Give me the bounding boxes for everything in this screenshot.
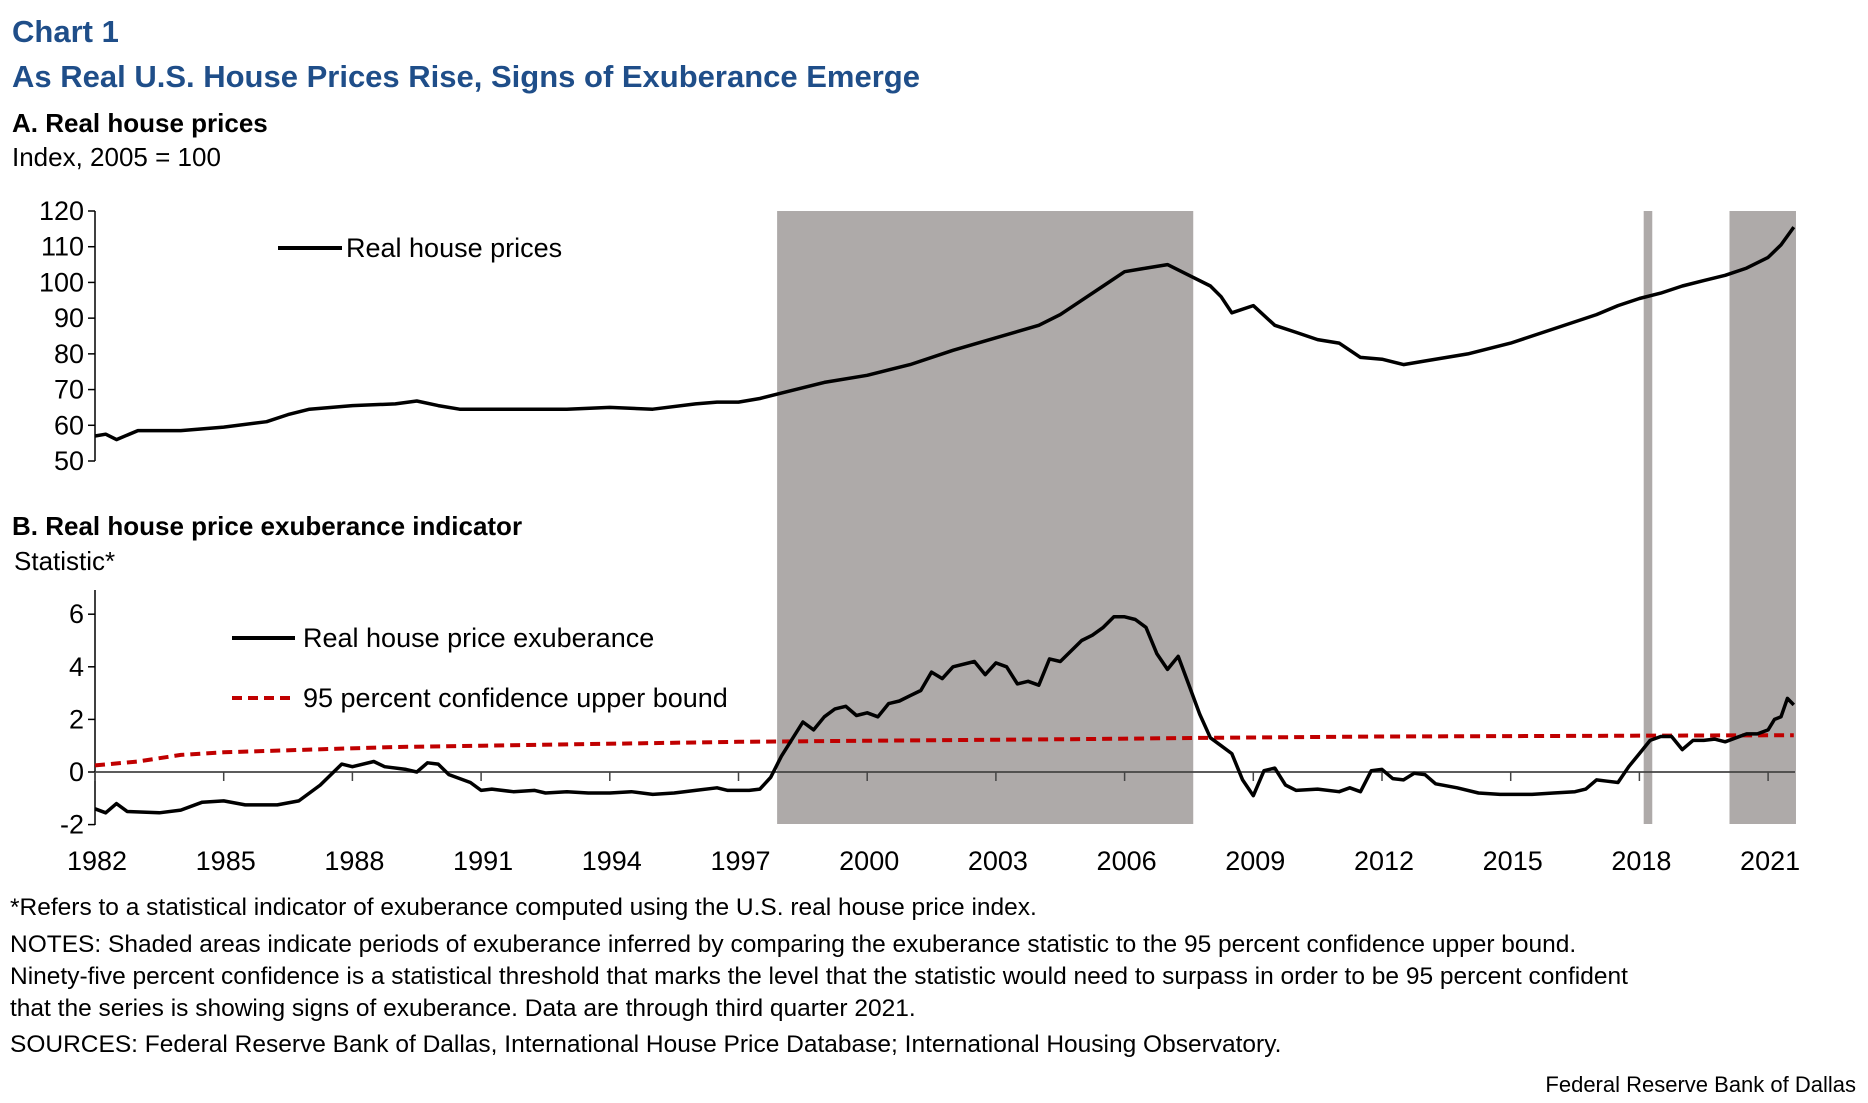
shaded-period [1729, 211, 1796, 824]
y-tick-label: -2 [60, 810, 84, 840]
panel-a-unit: Index, 2005 = 100 [12, 142, 221, 172]
y-tick-label: 2 [69, 704, 84, 734]
y-tick-label: 4 [69, 652, 84, 682]
x-tick-label: 2003 [968, 846, 1028, 876]
x-tick-label: 2009 [1225, 846, 1285, 876]
x-tick-label: 1982 [67, 846, 127, 876]
y-tick-label: 110 [41, 232, 84, 262]
notes-line-3: that the series is showing signs of exub… [10, 995, 916, 1022]
shaded-period [777, 211, 1194, 824]
sources: SOURCES: Federal Reserve Bank of Dallas,… [10, 1031, 1281, 1058]
notes-line-2: Ninety-five percent confidence is a stat… [10, 963, 1628, 990]
x-tick-label: 2021 [1740, 846, 1800, 876]
chart-number: Chart 1 [12, 14, 119, 49]
panel-a-y-axis: 120 110 100 90 80 70 60 50 [39, 196, 96, 476]
series-confidence-bound [94, 733, 1794, 768]
x-tick-label: 1997 [710, 846, 770, 876]
y-tick-label: 100 [39, 267, 84, 297]
x-tick-label: 1985 [196, 846, 256, 876]
series-real-house-prices [94, 226, 1796, 442]
panel-b-unit: Statistic* [14, 546, 115, 576]
legend-label-confidence-bound: 95 percent confidence upper bound [303, 683, 728, 713]
x-tick-label: 2000 [839, 846, 899, 876]
x-tick-label: 2018 [1611, 846, 1671, 876]
series-exuberance [94, 615, 1796, 815]
legend-label-real-house-prices: Real house prices [346, 233, 562, 263]
y-tick-label: 6 [69, 599, 84, 629]
x-tick-label: 1994 [582, 846, 642, 876]
panel-a-title: A. Real house prices [12, 108, 268, 138]
x-tick-label: 2006 [1097, 846, 1157, 876]
credit: Federal Reserve Bank of Dallas [1545, 1072, 1856, 1097]
x-tick-label: 2015 [1483, 846, 1543, 876]
legend-label-exuberance: Real house price exuberance [303, 623, 654, 653]
y-tick-label: 80 [54, 339, 84, 369]
x-tick-label: 2012 [1354, 846, 1414, 876]
y-tick-label: 0 [69, 757, 84, 787]
x-tick-label: 1988 [324, 846, 384, 876]
panel-b-title: B. Real house price exuberance indicator [12, 511, 522, 541]
y-tick-label: 70 [54, 375, 84, 405]
shaded-period [1643, 211, 1653, 824]
y-tick-label: 60 [54, 410, 84, 440]
chart-title: As Real U.S. House Prices Rise, Signs of… [12, 59, 920, 94]
shaded-periods [777, 211, 1796, 824]
notes-line-1: NOTES: Shaded areas indicate periods of … [10, 931, 1576, 958]
panel-b-axes: 6 4 2 0 -2 1982 1985 1988 1991 1994 1997 2000 2003 20… [60, 590, 1800, 876]
y-tick-label: 90 [54, 303, 84, 333]
footnote: *Refers to a statistical indicator of ex… [10, 894, 1037, 921]
x-tick-label: 1991 [453, 846, 513, 876]
y-tick-label: 50 [54, 446, 84, 476]
y-tick-label: 120 [39, 196, 84, 226]
